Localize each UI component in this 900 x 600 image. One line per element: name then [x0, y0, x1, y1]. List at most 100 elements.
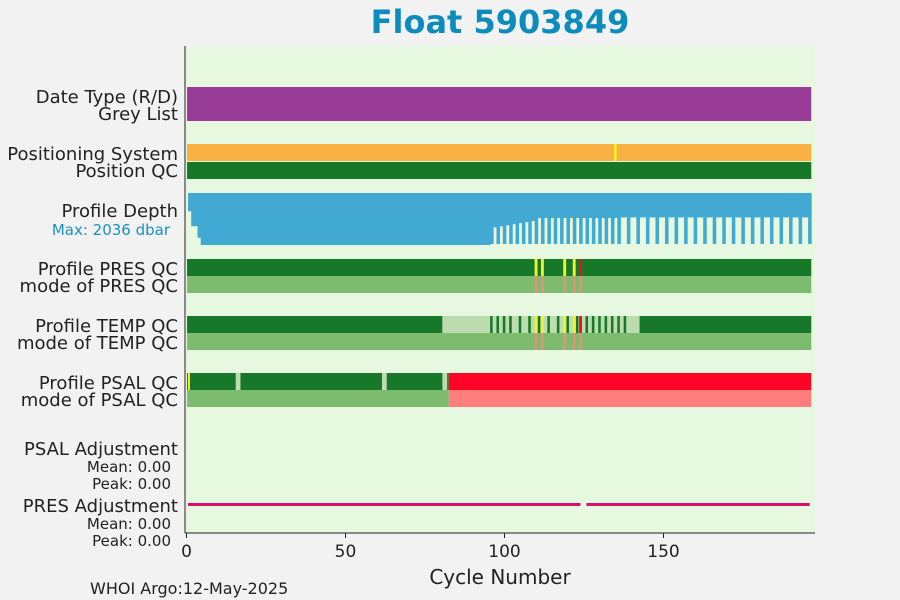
row-label-max-depth: Max: 2036 dbar [52, 221, 171, 239]
row-label-position-qc: Position QC [75, 161, 178, 182]
depth-bar [671, 193, 675, 218]
depth-bar [614, 193, 618, 218]
depth-bar [490, 193, 494, 244]
depth-bar [242, 193, 246, 245]
depth-bar [194, 193, 198, 227]
depth-bar [445, 193, 450, 245]
depth-bar [566, 193, 570, 244]
depth-bar [362, 193, 367, 245]
depth-bar [785, 193, 790, 218]
depth-bar [467, 193, 472, 245]
pres-mode-flag [572, 276, 576, 293]
row-label-date-type: Date Type (R/D) [36, 87, 178, 108]
depth-bar [550, 193, 555, 218]
temp-qc-good-tail-bar [639, 316, 812, 333]
depth-bar [321, 193, 326, 245]
depth-bar [531, 193, 536, 222]
depth-bar [521, 193, 526, 244]
psal-qc-flag [188, 373, 190, 390]
temp-mode-flag [572, 333, 576, 350]
pres-adjustment-line [586, 503, 810, 506]
depth-bar [715, 193, 720, 218]
position-qc-bar [187, 162, 812, 179]
depth-bar [595, 193, 599, 218]
depth-bar [639, 193, 644, 218]
depth-bar [792, 193, 796, 218]
depth-bar [677, 193, 682, 218]
depth-bar [302, 193, 307, 245]
depth-bar [769, 193, 774, 244]
depth-bar [782, 193, 787, 218]
temp-qc-good-stripe [547, 316, 550, 333]
depth-bar [642, 193, 647, 218]
depth-bar [620, 193, 625, 218]
pres-qc-flag [563, 259, 567, 276]
x-axis-label: Cycle Number [429, 565, 571, 589]
depth-bar [585, 193, 590, 244]
row-label-profile-pres-qc: Profile PRES QC [38, 259, 178, 280]
depth-bar [458, 193, 462, 245]
depth-bar [804, 193, 809, 218]
depth-bar [528, 193, 532, 244]
row-label-psal-adjustment: PSAL Adjustment [24, 439, 178, 460]
depth-bar [725, 193, 729, 218]
depth-bar [731, 193, 736, 244]
depth-bar [579, 193, 583, 244]
depth-bar [754, 193, 758, 218]
depth-bar [747, 193, 752, 218]
depth-bar [308, 193, 313, 245]
depth-bar [388, 193, 392, 245]
depth-bar [391, 193, 396, 245]
depth-bar [359, 193, 364, 245]
depth-bar [699, 193, 704, 218]
depth-bar [575, 193, 580, 218]
psal-qc-probably-good-stripe [442, 373, 448, 390]
temp-qc-flag [579, 316, 583, 333]
depth-bar [798, 193, 803, 244]
pres-mode-flag [563, 276, 567, 293]
row-label-mode-psal-qc: mode of PSAL QC [21, 390, 178, 411]
depth-bar [763, 193, 768, 218]
depth-bar [661, 193, 666, 218]
depth-bar [461, 193, 466, 245]
row-label-profile-temp-qc: Profile TEMP QC [35, 316, 178, 337]
depth-bar [474, 193, 478, 245]
depth-bar [591, 193, 596, 244]
depth-bar [569, 193, 574, 218]
depth-bar [232, 193, 237, 245]
row-labels: Date Type (R/D) Grey List Positioning Sy… [7, 87, 178, 550]
depth-bar [617, 193, 621, 244]
depth-bar [381, 193, 386, 245]
depth-bar [350, 193, 354, 245]
temp-mode-bar [187, 333, 812, 350]
positioning-flag [614, 144, 617, 161]
chart-title: Float 5903849 [371, 3, 630, 41]
depth-bar [203, 193, 208, 245]
depth-bar [356, 193, 361, 245]
pres-mode-bar [187, 276, 812, 293]
psal-qc-probably-good-stripe [235, 373, 241, 390]
depth-bar [477, 193, 481, 245]
depth-bar [572, 193, 577, 244]
depth-bar [267, 193, 272, 245]
depth-bar [502, 193, 507, 244]
depth-bar [734, 193, 739, 218]
depth-bar [404, 193, 408, 245]
psal-qc-good-bar [187, 373, 449, 390]
temp-qc-good-stripe [509, 316, 512, 333]
depth-bar [518, 193, 523, 224]
temp-mode-flag [534, 333, 538, 350]
depth-bar [416, 193, 421, 245]
depth-bar [238, 193, 243, 245]
depth-bar [401, 193, 405, 245]
depth-bar [283, 193, 287, 245]
depth-bar [229, 193, 233, 245]
depth-bar [773, 193, 777, 218]
depth-bar [693, 193, 698, 244]
depth-bar [607, 193, 612, 218]
depth-bar [696, 193, 701, 218]
depth-bar [560, 193, 564, 244]
depth-bar [464, 193, 469, 245]
temp-qc-good-stripe [604, 316, 608, 333]
psal-mode-bad-bar [448, 390, 812, 407]
